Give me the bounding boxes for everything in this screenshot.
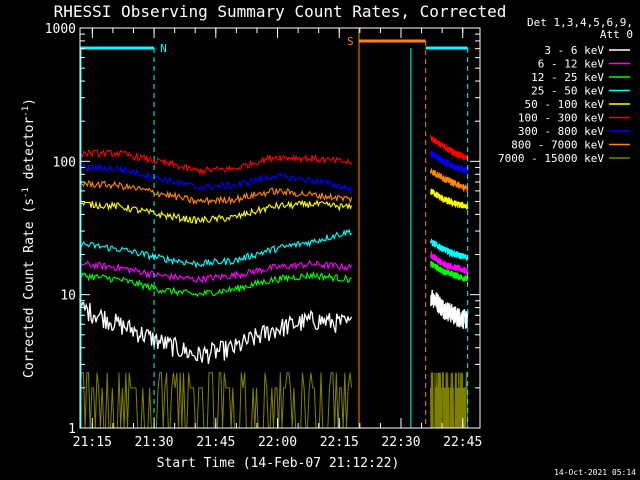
series-line-4-b [430, 238, 469, 261]
x-tick-label: 22:45 [443, 435, 482, 450]
series-line-8-a [79, 180, 353, 207]
series-line-2-b [430, 250, 469, 276]
series-line-1-b [430, 289, 469, 329]
legend-label: 25 - 50 keV [531, 85, 604, 98]
series-line-4-a [79, 228, 352, 269]
x-tick-label: 21:15 [73, 435, 112, 450]
series-line-8-b [430, 167, 469, 193]
series-line-7-b [430, 149, 469, 175]
legend-header-line: Det 1,3,4,5,6,9, [527, 16, 633, 29]
y-tick-label: 1000 [45, 22, 76, 37]
legend-header-line: Att 0 [600, 28, 633, 41]
x-axis-label: Start Time (14-Feb-07 21:12:22) [157, 456, 400, 471]
series-line-1-a [79, 298, 353, 365]
series-line-3-b [430, 260, 469, 282]
legend-label: 7000 - 15000 keV [498, 152, 604, 165]
x-tick-label: 22:00 [258, 435, 297, 450]
x-tick-label: 21:45 [196, 435, 235, 450]
x-tick-label: 22:30 [381, 435, 420, 450]
x-tick-label: 21:30 [135, 435, 174, 450]
series-line-6-b [430, 134, 469, 162]
series-line-7-a [79, 162, 353, 195]
y-tick-label: 10 [60, 289, 76, 304]
legend-label: 50 - 100 keV [525, 98, 605, 111]
legend-label: 300 - 800 keV [518, 125, 604, 138]
series-line-6-a [79, 149, 353, 176]
legend-label: 12 - 25 keV [531, 71, 604, 84]
generation-timestamp: 14-Oct-2021 05:14 [554, 468, 636, 477]
series-line-3-a [79, 270, 352, 298]
legend-label: 3 - 6 keV [544, 44, 604, 57]
plot-content [79, 134, 469, 429]
legend-label: 100 - 300 keV [518, 112, 604, 125]
axes: 1 10 100 1000 21:15 21:30 21:45 22:00 22:15 22:30… [45, 22, 483, 450]
series-line-5-a [79, 199, 353, 225]
y-axis-label: Corrected Count Rate (s-1 detector-1) [21, 98, 37, 378]
legend-label: 6 - 12 keV [538, 58, 605, 71]
plot-frame [79, 27, 481, 429]
state-markers: NS [80, 28, 469, 428]
series-line-5-b [430, 188, 469, 210]
series-line-2-a [79, 259, 353, 284]
legend-label: 800 - 7000 keV [511, 139, 604, 152]
night-label: N [160, 42, 167, 55]
y-tick-label: 1 [68, 422, 76, 437]
saa-label: S [347, 35, 354, 48]
y-tick-label: 100 [53, 155, 76, 170]
x-tick-label: 22:15 [320, 435, 359, 450]
chart-title: RHESSI Observing Summary Count Rates, Co… [54, 2, 507, 21]
